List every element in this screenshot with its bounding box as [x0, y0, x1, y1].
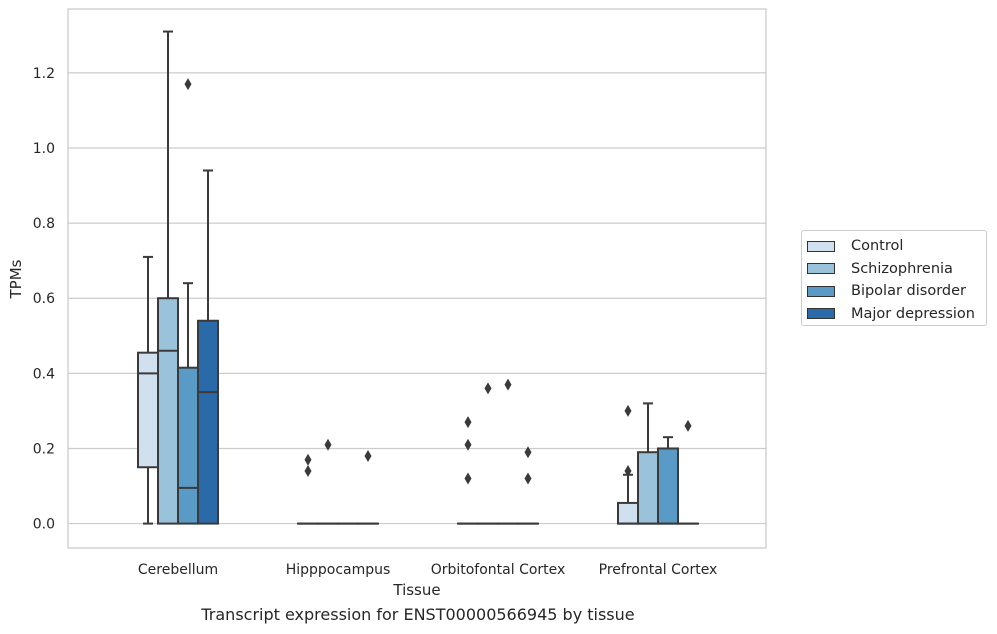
legend-label: Control	[851, 238, 904, 255]
y-tick-label: 0.2	[33, 441, 55, 457]
series-control	[137, 255, 639, 525]
box-series	[137, 30, 699, 525]
x-tick-label: Orbitofontal Cortex	[431, 562, 566, 578]
series-bipolar-disorder	[177, 78, 679, 525]
outlier-point	[484, 382, 492, 395]
box-body	[137, 351, 159, 469]
box-body	[177, 366, 199, 525]
legend-swatch	[807, 263, 835, 275]
series-major-depression	[197, 169, 699, 525]
x-axis-label: Tissue	[392, 581, 440, 599]
y-tick-label: 0.6	[33, 291, 55, 307]
outlier-point	[184, 78, 192, 91]
box	[657, 436, 679, 525]
chart-legend: Control Schizophrenia Bipolar disorder Majo…	[801, 230, 987, 326]
outlier-point	[304, 453, 312, 466]
box	[497, 378, 519, 525]
outlier-point	[624, 465, 632, 477]
y-tick-label: 0.0	[33, 517, 55, 533]
outlier-point	[624, 404, 632, 417]
box	[617, 404, 639, 525]
box-body	[637, 451, 659, 525]
box	[457, 416, 479, 525]
legend-item: Bipolar disorder	[807, 280, 986, 303]
series-schizophrenia	[157, 30, 659, 525]
plot-frame	[67, 8, 767, 549]
box	[157, 30, 179, 525]
box	[677, 419, 699, 525]
outlier-point	[524, 446, 532, 459]
box	[177, 78, 199, 525]
box	[637, 402, 659, 525]
y-tick-label: 0.4	[33, 366, 55, 382]
y-axis-label: TPMs	[7, 259, 25, 299]
box	[357, 449, 379, 525]
legend-item: Schizophrenia	[807, 258, 986, 281]
box	[517, 446, 539, 525]
chart-caption: Transcript expression for ENST0000056694…	[201, 605, 635, 624]
outlier-point	[364, 449, 372, 462]
box	[137, 255, 159, 525]
box-body	[157, 297, 179, 525]
box-body	[617, 501, 639, 525]
legend-item: Control	[807, 235, 986, 258]
y-tick-label: 0.8	[33, 216, 55, 232]
x-tick-labels: Cerebellum Hipppocampus Orbitofontal Corte…	[138, 562, 717, 578]
outlier-point	[464, 416, 472, 429]
box	[477, 382, 499, 525]
legend-swatch	[807, 308, 835, 320]
legend-label: Major depression	[851, 305, 975, 322]
outlier-point	[684, 419, 692, 432]
legend-label: Schizophrenia	[851, 260, 953, 277]
y-tick-labels: 0.0 0.2 0.4 0.6 0.8 1.0 1.2	[33, 66, 55, 533]
outlier-point	[464, 472, 472, 485]
outlier-point	[304, 465, 312, 477]
x-tick-label: Hipppocampus	[286, 562, 391, 578]
outlier-point	[324, 438, 332, 451]
legend-label: Bipolar disorder	[851, 283, 966, 300]
outlier-point	[464, 438, 472, 451]
box-body	[197, 319, 219, 525]
box	[197, 169, 219, 525]
box	[317, 438, 339, 525]
x-tick-label: Cerebellum	[138, 562, 218, 578]
outlier-point	[504, 378, 512, 391]
legend-swatch	[807, 285, 835, 297]
box	[297, 453, 319, 525]
legend-item: Major depression	[807, 303, 986, 326]
box-body	[657, 447, 679, 525]
legend-swatch	[807, 240, 835, 252]
y-tick-label: 1.2	[33, 66, 55, 82]
y-tick-label: 1.0	[33, 141, 55, 157]
x-tick-label: Prefrontal Cortex	[599, 562, 718, 578]
outlier-point	[524, 472, 532, 485]
